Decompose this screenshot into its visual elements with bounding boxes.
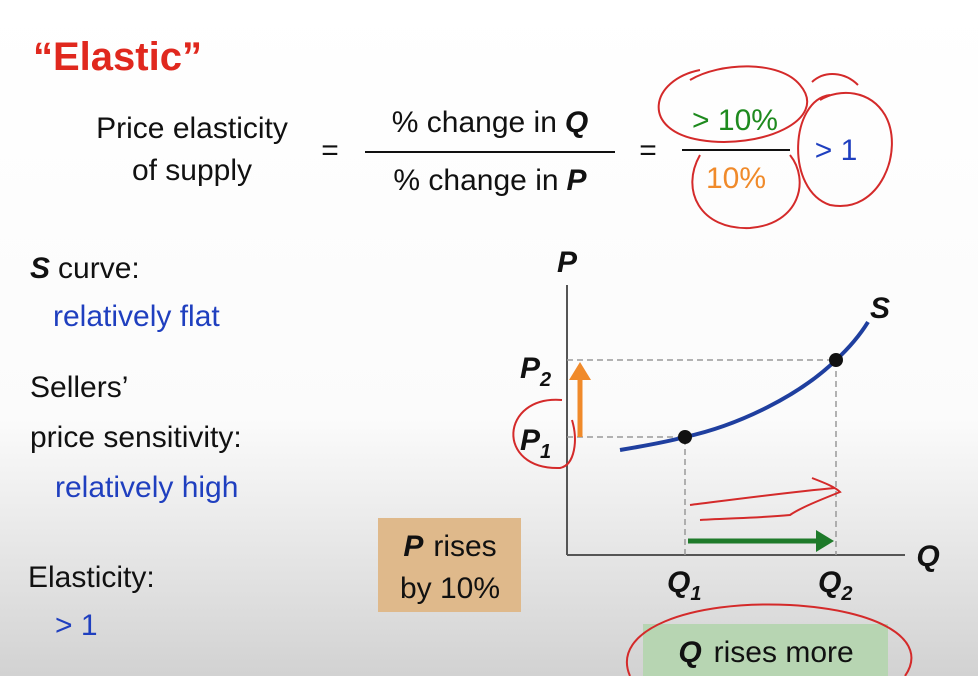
q-label: Q2 [818,566,852,605]
quantity-arrow-head [816,530,834,552]
annotation [811,73,859,86]
annotation [512,398,576,470]
point [829,353,843,367]
callout-text: by 10% [400,572,500,605]
example-numerator: > 10% [692,104,778,137]
annotation [689,477,842,521]
annotation [657,65,809,143]
denominator: % change in P [393,164,587,197]
annotation [797,91,893,208]
y-axis-label: P [557,246,578,279]
equals: = [639,134,657,167]
formula-lhs: of supply [132,154,252,187]
annotation [691,154,801,230]
elasticity-label: Elasticity: [28,561,155,594]
equals: = [321,134,339,167]
price-arrow-head [569,362,591,380]
callout-box [643,624,888,676]
curve-name: S [870,292,890,325]
x-axis-label: Q [916,540,939,573]
p-label: P2 [520,352,551,391]
annotation [626,603,913,676]
numerator: % change in Q [392,106,588,139]
callout-box [378,518,521,612]
sensitivity-desc: relatively high [55,471,238,504]
point [678,430,692,444]
supply-curve [619,320,870,452]
sensitivity: price sensitivity: [30,421,242,454]
p-label: P1 [520,424,551,463]
formula-lhs: Price elasticity [96,112,288,145]
result: > 1 [815,134,858,167]
curve-desc: relatively flat [53,300,220,333]
elasticity-value: > 1 [55,609,98,642]
q-label: Q1 [667,566,701,605]
title: “Elastic” [33,35,202,79]
sensitivity: Sellers’ [30,371,128,404]
example-denominator: 10% [706,162,766,195]
